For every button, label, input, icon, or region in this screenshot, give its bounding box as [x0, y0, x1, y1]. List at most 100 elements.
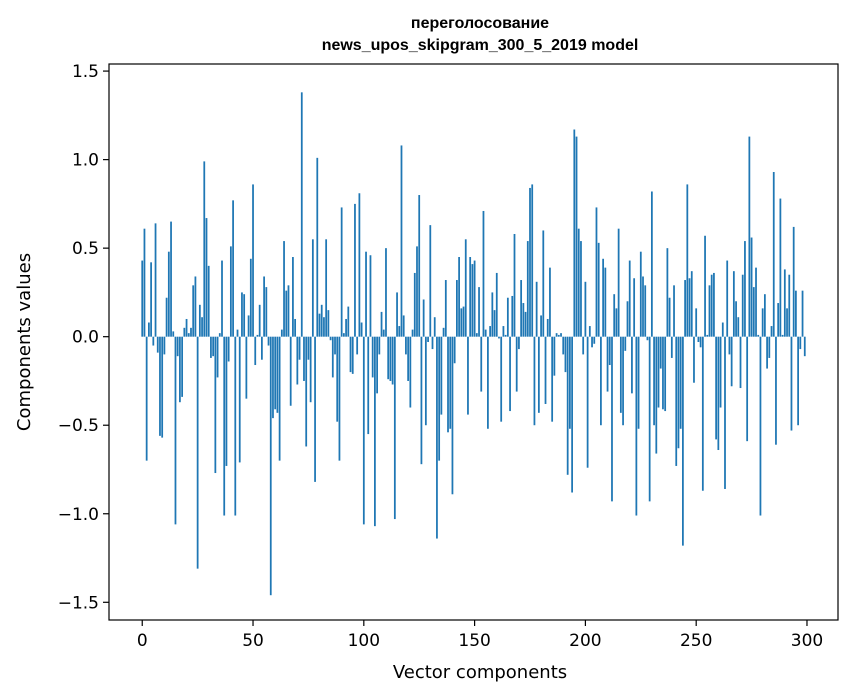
bar-187: [555, 333, 558, 337]
bar-110: [385, 248, 387, 337]
bar-138: [447, 336, 449, 433]
bar-64: [283, 241, 285, 337]
bar-299: [803, 336, 806, 357]
bar-80: [318, 313, 321, 337]
bar-81: [320, 304, 323, 337]
bar-161: [498, 336, 500, 339]
bar-59: [272, 336, 274, 419]
bar-249: [693, 336, 695, 383]
bar-278: [757, 334, 760, 337]
bar-48: [247, 315, 250, 337]
bar-228: [646, 336, 649, 341]
bar-140: [451, 336, 454, 495]
bar-195: [573, 129, 576, 337]
bar-169: [515, 336, 518, 392]
bar-240: [673, 285, 675, 337]
x-axis: 0 50 100 150 200 250 300: [137, 620, 823, 651]
bar-53: [258, 304, 261, 337]
bar-102: [367, 336, 370, 435]
bar-242: [677, 336, 680, 449]
bar-104: [371, 336, 374, 378]
bar-108: [380, 311, 383, 337]
bar-98: [358, 193, 361, 337]
y-tick-label: 0.5: [72, 239, 99, 259]
bar-167: [511, 295, 514, 337]
bar-114: [393, 336, 396, 520]
bar-262: [721, 322, 724, 337]
bar-76: [309, 336, 312, 403]
bar-255: [706, 334, 709, 337]
bar-24: [194, 276, 197, 337]
bar-37: [223, 336, 226, 516]
bar-184: [549, 267, 551, 337]
bar-209: [604, 267, 607, 337]
bar-88: [336, 336, 339, 422]
bar-194: [571, 336, 573, 493]
bar-220: [628, 260, 631, 337]
bar-286: [775, 336, 777, 445]
bar-150: [473, 260, 476, 337]
bar-182: [544, 336, 547, 404]
bar-159: [493, 310, 496, 337]
bar-134: [438, 336, 441, 461]
bar-34: [216, 336, 219, 378]
bar-13: [170, 221, 172, 337]
bar-69: [294, 318, 297, 337]
bar-132: [433, 317, 436, 337]
bar-148: [469, 257, 472, 337]
bar-216: [619, 336, 622, 413]
bar-54: [261, 336, 263, 360]
bar-157: [489, 326, 491, 337]
bar-85: [329, 336, 332, 341]
bar-247: [688, 278, 691, 337]
bar-8: [159, 336, 161, 436]
bar-22: [190, 327, 192, 337]
bar-198: [580, 241, 582, 337]
bar-101: [365, 251, 367, 337]
bar-120: [407, 336, 410, 381]
bar-58: [269, 336, 272, 596]
bar-181: [542, 230, 545, 337]
bar-174: [526, 241, 529, 337]
bar-133: [436, 336, 438, 539]
bar-135: [440, 336, 443, 415]
chart-title: переголосование: [411, 15, 549, 32]
bar-273: [746, 336, 749, 442]
bar-100: [362, 336, 365, 525]
bar-33: [214, 336, 217, 474]
bar-178: [535, 281, 538, 337]
bar-203: [591, 336, 593, 348]
bar-106: [376, 336, 378, 394]
bar-71: [298, 336, 301, 360]
bar-207: [600, 336, 602, 426]
bar-30: [207, 265, 210, 337]
chart-subtitle: news_upos_skipgram_300_5_2019 model: [322, 37, 639, 54]
bar-219: [626, 301, 629, 337]
bar-16: [176, 336, 179, 357]
bar-77: [311, 239, 314, 337]
bar-46: [243, 294, 246, 337]
bar-146: [464, 239, 467, 337]
bar-60: [274, 336, 277, 410]
bar-183: [546, 318, 549, 337]
bar-268: [735, 301, 737, 337]
bar-122: [411, 329, 414, 337]
bar-130: [429, 225, 432, 337]
bar-111: [387, 336, 390, 380]
bar-95: [351, 336, 354, 374]
bar-176: [531, 184, 534, 337]
bar-127: [422, 299, 425, 337]
bar-9: [161, 336, 164, 438]
bar-263: [724, 336, 726, 489]
bar-115: [396, 292, 398, 337]
bar-39: [227, 336, 230, 362]
bar-92: [345, 318, 347, 337]
bar-21: [187, 333, 190, 337]
bar-11: [165, 297, 168, 337]
bar-38: [225, 336, 228, 466]
bar-67: [289, 336, 292, 406]
x-tick-label: 0: [137, 631, 148, 651]
bar-170: [518, 336, 520, 350]
bar-55: [263, 276, 265, 337]
